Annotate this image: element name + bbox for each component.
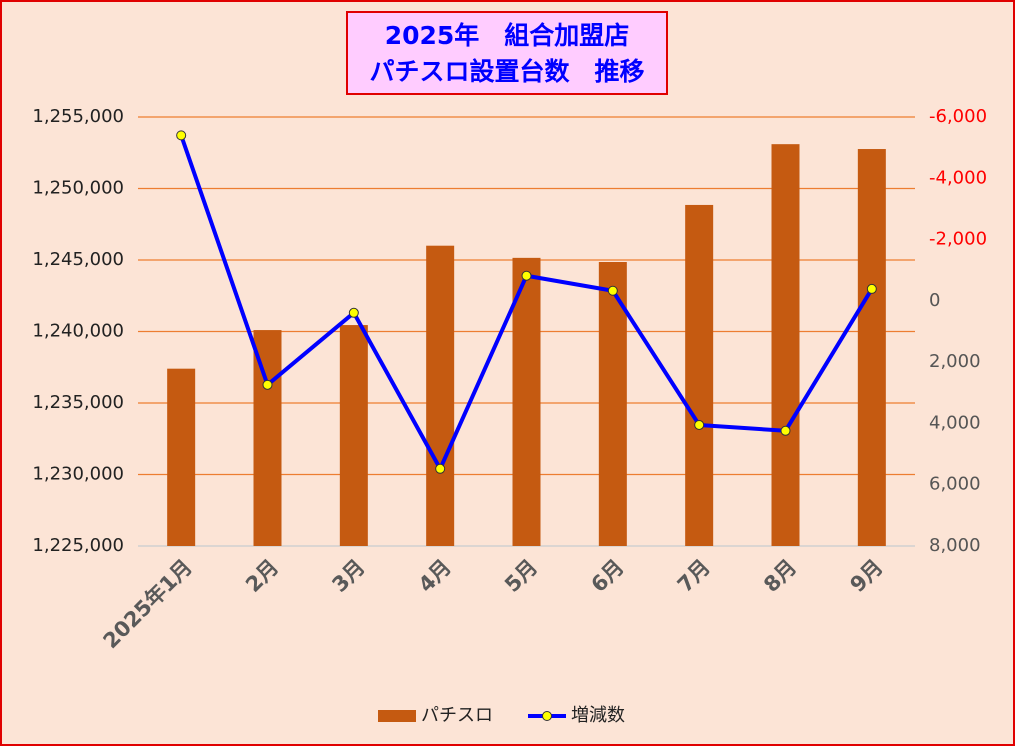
y-tick-label: 1,245,000 — [32, 249, 124, 270]
line-marker — [176, 130, 187, 141]
y2-tick-label: 8,000 — [929, 535, 981, 556]
y-tick-label: 1,240,000 — [32, 321, 124, 342]
y2-tick-label: 2,000 — [929, 351, 981, 372]
y2-tick-label: 4,000 — [929, 412, 981, 433]
y-tick-label: 1,230,000 — [32, 464, 124, 485]
line-marker — [262, 379, 273, 390]
bar — [512, 257, 541, 546]
legend-marker — [542, 711, 552, 721]
line-marker — [435, 463, 446, 474]
bar — [598, 262, 627, 546]
line-marker — [780, 425, 791, 436]
y2-tick-label: 0 — [929, 290, 940, 311]
legend-swatch — [378, 710, 416, 722]
y2-tick-label: -2,000 — [929, 229, 987, 250]
bar — [857, 149, 886, 547]
bar — [426, 245, 455, 546]
line-marker — [694, 419, 705, 430]
y2-tick-label: -4,000 — [929, 167, 987, 188]
y-tick-label: 1,250,000 — [32, 178, 124, 199]
bar — [685, 204, 714, 546]
y-tick-label: 1,225,000 — [32, 535, 124, 556]
line-marker — [866, 283, 877, 294]
legend-label: 増減数 — [571, 705, 625, 726]
legend-label: パチスロ — [421, 705, 493, 726]
bar — [253, 330, 282, 546]
line-marker — [521, 270, 532, 281]
y-tick-label: 1,255,000 — [32, 106, 124, 127]
bar — [771, 144, 800, 547]
title-box — [346, 11, 668, 95]
chart-title: 2025年 組合加盟店 — [385, 21, 630, 50]
bar — [339, 325, 368, 546]
bar — [167, 368, 196, 546]
line-marker — [348, 307, 359, 318]
y2-tick-label: -6,000 — [929, 106, 987, 127]
chart-title: パチスロ設置台数 推移 — [369, 57, 644, 86]
y2-tick-label: 6,000 — [929, 474, 981, 495]
line-marker — [607, 285, 618, 296]
y-tick-label: 1,235,000 — [32, 392, 124, 413]
